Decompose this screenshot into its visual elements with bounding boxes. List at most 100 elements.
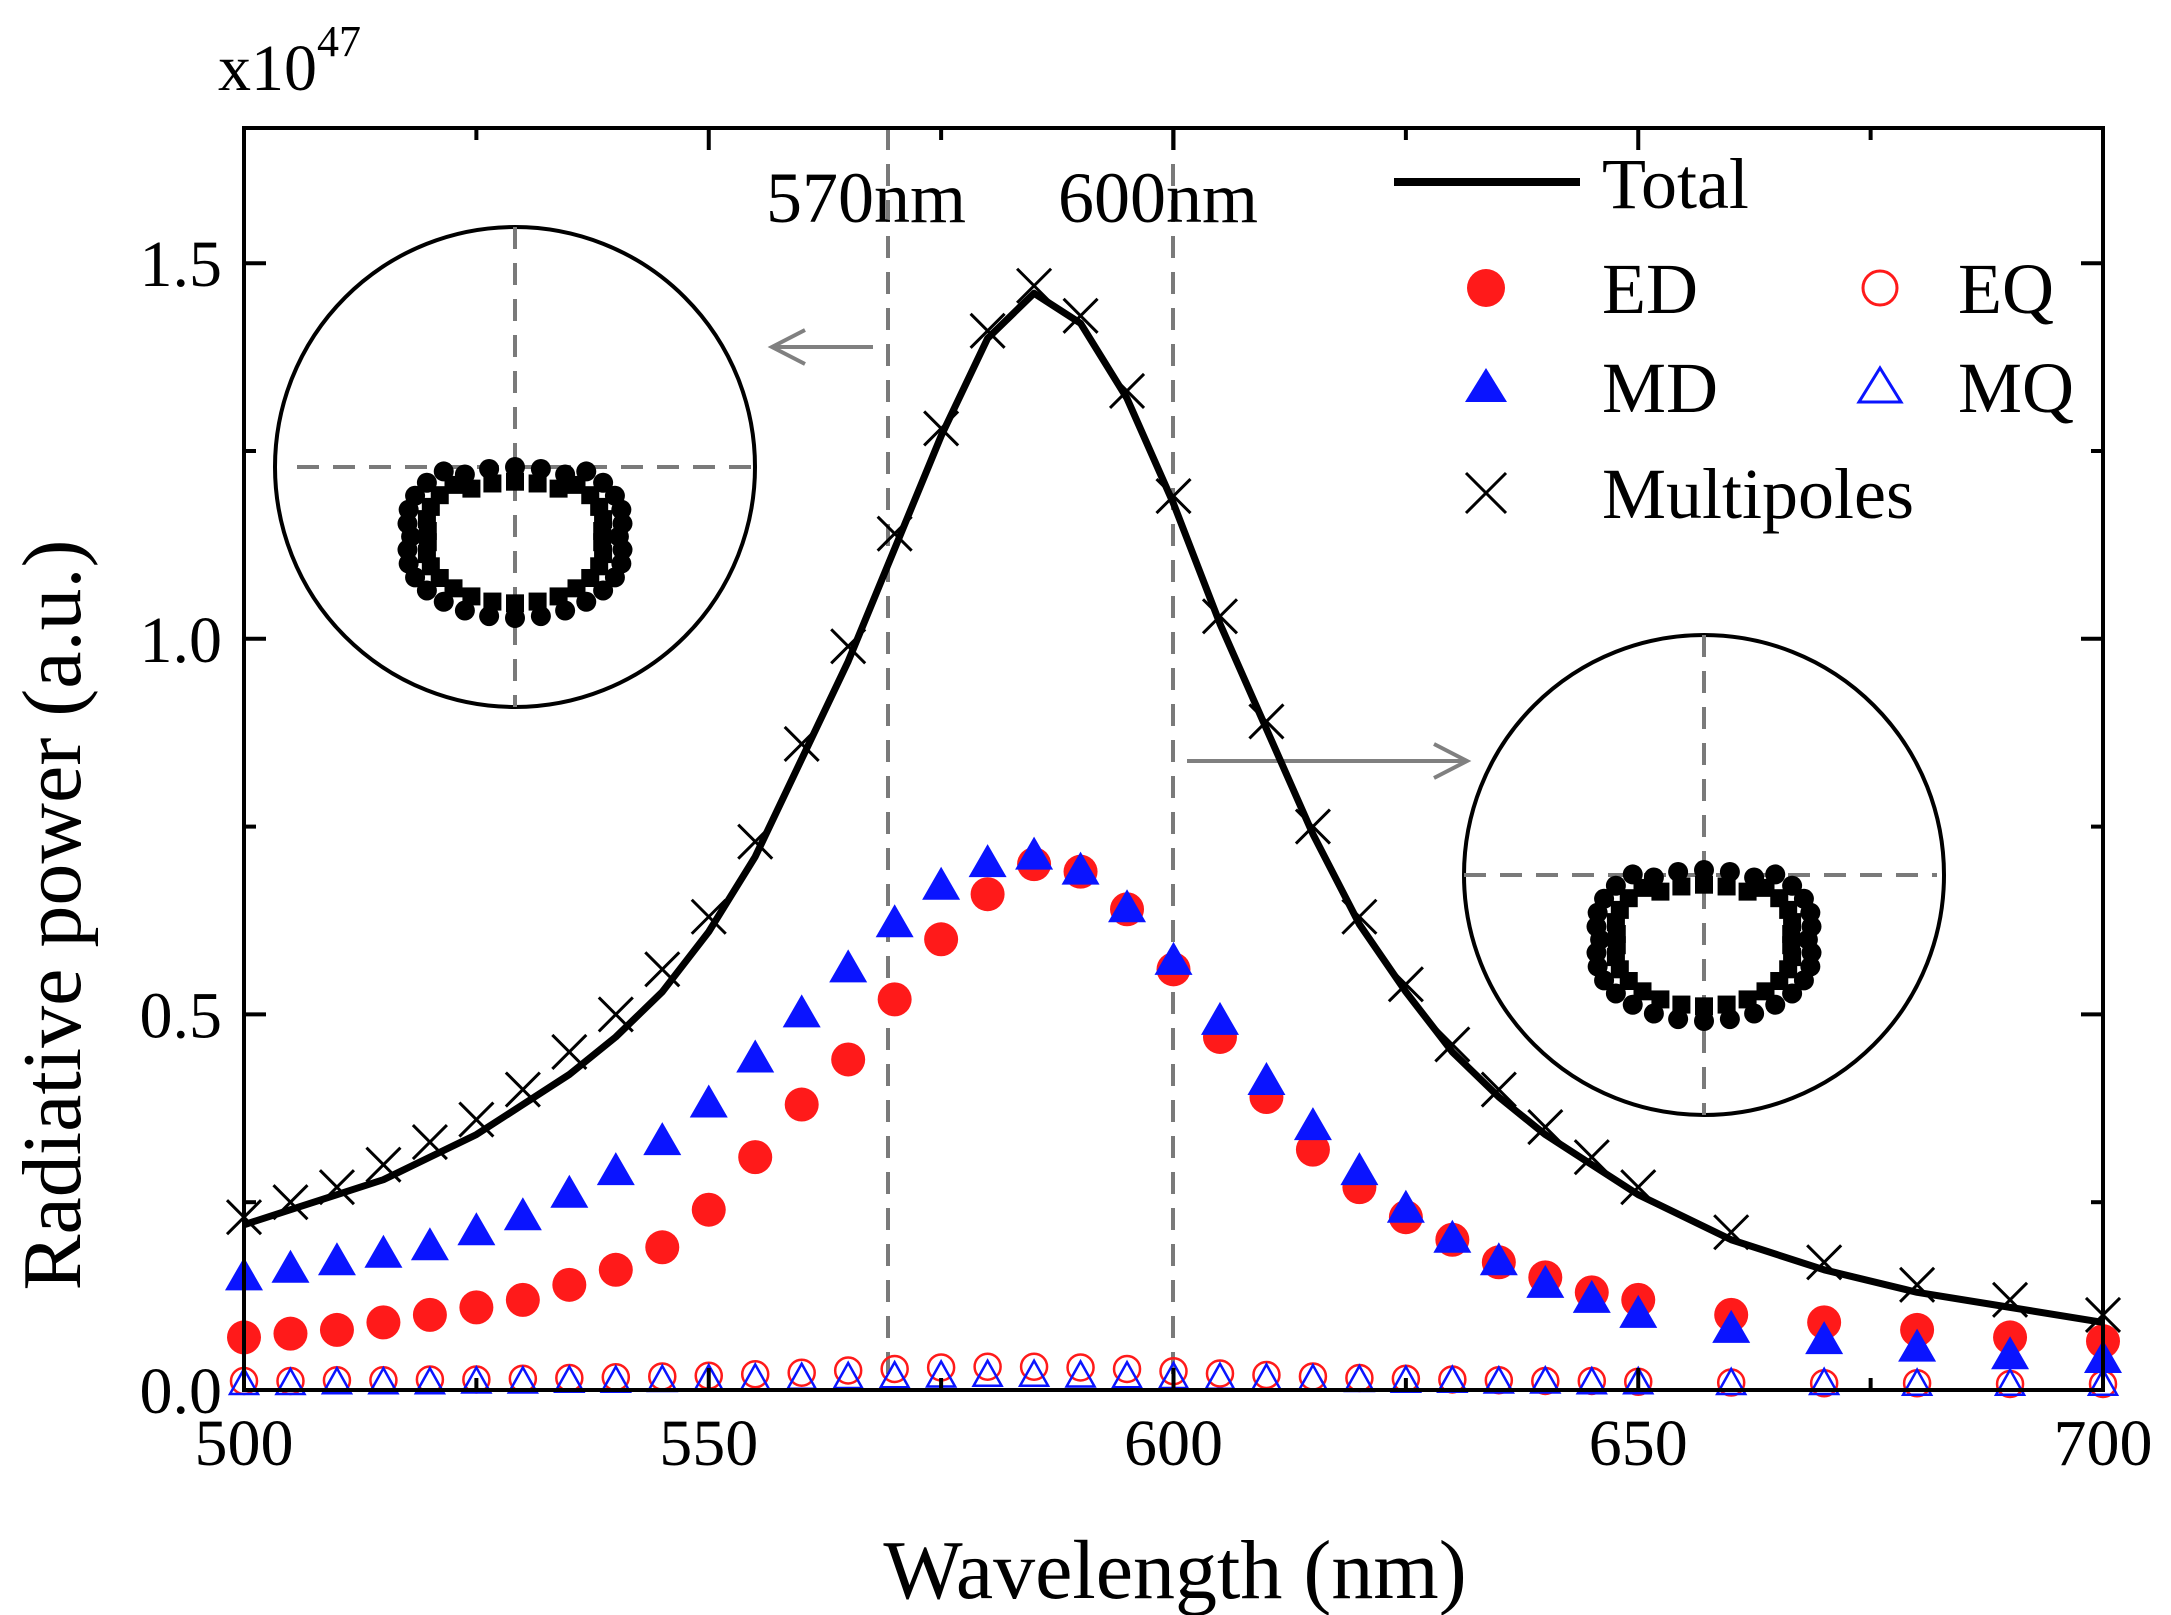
total-line — [242, 289, 2104, 1326]
multipoles-point — [365, 1146, 402, 1183]
mq-point — [227, 1366, 261, 1396]
md-point — [1991, 1336, 2030, 1370]
eq-point — [740, 1359, 770, 1389]
arrow-to-inset-600nm — [1187, 742, 1472, 780]
multipoles-point — [1573, 1139, 1610, 1176]
multipoles-point — [551, 1033, 588, 1071]
pattern-square — [1695, 997, 1713, 1016]
mq-point — [1529, 1364, 1562, 1394]
pattern-dot — [479, 606, 500, 627]
mq-point — [320, 1365, 354, 1395]
legend: Total ED EQ MD MQ Multipoles — [1394, 144, 2074, 534]
md-point — [1154, 941, 1193, 975]
pattern-square — [549, 479, 568, 498]
ed-point — [738, 1140, 773, 1175]
pattern-square — [1738, 990, 1757, 1009]
ed-point — [319, 1312, 354, 1347]
pattern-square — [567, 475, 586, 494]
md-point — [1108, 889, 1147, 923]
md-point — [736, 1039, 775, 1073]
md-point — [1433, 1219, 1472, 1253]
pattern-square — [567, 579, 586, 598]
multipoles-point — [1155, 478, 1192, 515]
series-md — [225, 836, 2122, 1373]
y-tick-label: 1.0 — [140, 604, 223, 677]
md-point — [1805, 1321, 1844, 1355]
md-point — [1247, 1062, 1286, 1096]
pattern-dot — [604, 567, 625, 588]
multipoles-point — [1713, 1214, 1750, 1251]
md-point — [410, 1227, 449, 1261]
pattern-square — [444, 579, 463, 598]
mq-point — [1482, 1364, 1515, 1394]
pattern-square — [1619, 889, 1638, 908]
x-tick-label: 600 — [1124, 1407, 1223, 1480]
mq-point — [460, 1364, 493, 1394]
mq-point — [1017, 1358, 1051, 1387]
pattern-dot — [1694, 1011, 1714, 1031]
mq-point — [1110, 1359, 1144, 1389]
pattern-square — [1695, 875, 1713, 894]
md-point — [968, 844, 1007, 878]
md-point — [1293, 1107, 1332, 1141]
md-point — [457, 1212, 496, 1246]
mq-point — [971, 1358, 1004, 1387]
series-mq — [227, 1358, 2120, 1396]
pattern-square — [1756, 878, 1775, 897]
exponent-power: 47 — [317, 17, 361, 66]
pattern-square — [506, 472, 524, 491]
md-point — [689, 1084, 728, 1118]
multipoles-point — [504, 1071, 541, 1108]
y-tick-label: 1.5 — [140, 228, 223, 301]
legend-multipoles-swatch — [1464, 471, 1508, 515]
ed-point — [366, 1305, 401, 1340]
multipoles-point — [1991, 1281, 2029, 1318]
multipoles-point — [1806, 1244, 1843, 1281]
multipoles-point — [923, 410, 960, 447]
pattern-square — [1672, 995, 1691, 1014]
ed-point — [1295, 1132, 1330, 1167]
legend-ed-label: ED — [1602, 249, 1698, 329]
eq-point — [1112, 1354, 1142, 1384]
pattern-square — [1770, 972, 1789, 991]
legend-md-label: MD — [1602, 348, 1718, 428]
mq-point — [2086, 1367, 2120, 1396]
pattern-square — [1633, 982, 1652, 1001]
mq-point — [506, 1364, 539, 1394]
ed-point — [831, 1042, 866, 1077]
multipoles-point — [830, 628, 867, 665]
pattern-square — [1651, 882, 1670, 901]
mq-point — [1900, 1367, 1934, 1396]
exponent-label: x1047 — [218, 17, 361, 105]
multipoles-point — [783, 725, 820, 763]
mq-point — [1622, 1365, 1655, 1395]
md-point — [782, 994, 821, 1028]
legend-md-swatch — [1465, 368, 1507, 402]
md-point — [922, 866, 961, 900]
pattern-dot — [1694, 860, 1714, 881]
pattern-square — [430, 486, 449, 505]
ed-point — [924, 922, 959, 957]
md-point — [1898, 1328, 1937, 1362]
mq-point — [367, 1365, 400, 1395]
md-point — [1712, 1309, 1751, 1343]
legend-eq-label: EQ — [1958, 249, 2054, 329]
multipoles-point — [1620, 1169, 1657, 1206]
eq-point — [880, 1354, 909, 1384]
x-axis-title: Wavelength (nm) — [883, 1524, 1466, 1615]
pattern-square — [462, 587, 481, 606]
md-point — [1061, 851, 1100, 885]
multipoles-point — [1108, 372, 1146, 409]
pattern-square — [483, 592, 502, 611]
md-point — [1619, 1294, 1658, 1328]
pattern-square — [1651, 990, 1670, 1009]
legend-total-label: Total — [1602, 144, 1749, 224]
md-point — [1386, 1189, 1425, 1223]
md-point — [317, 1242, 356, 1276]
pattern-dot — [555, 600, 576, 621]
eq-point — [787, 1358, 816, 1387]
x-tick-label: 500 — [195, 1407, 294, 1480]
multipoles-point — [318, 1169, 356, 1206]
md-point — [596, 1152, 635, 1186]
